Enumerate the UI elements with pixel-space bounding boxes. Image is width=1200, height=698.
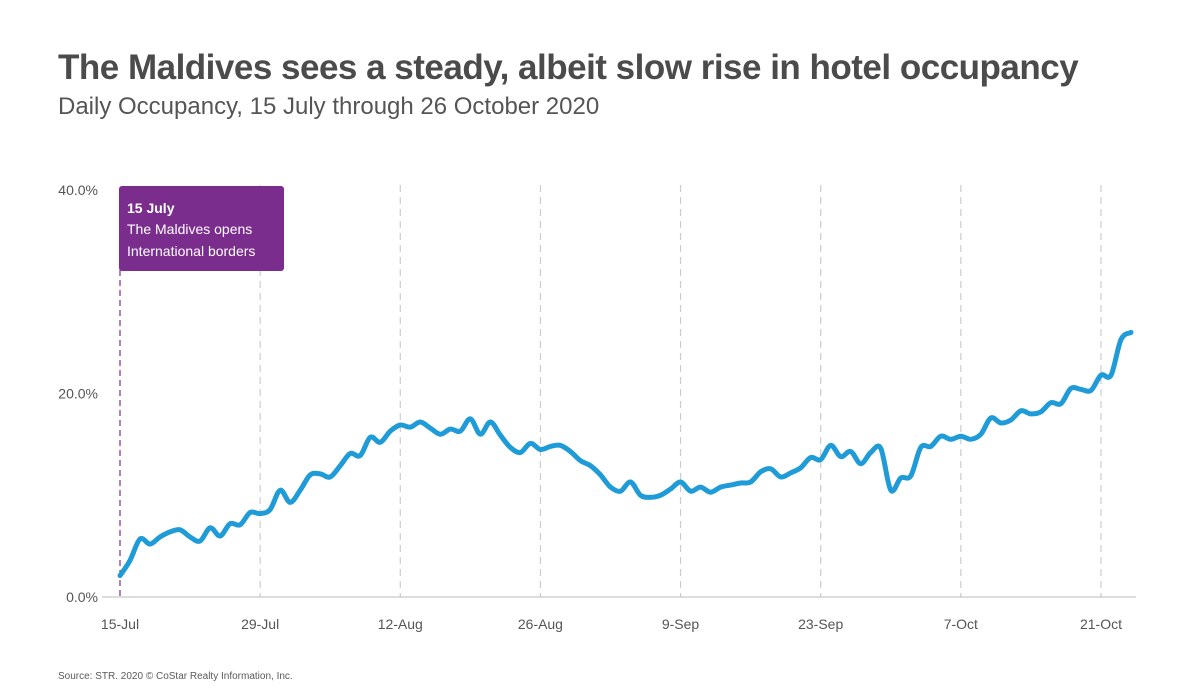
annotation-line-3: International borders <box>127 243 255 259</box>
x-tick-label: 29-Jul <box>241 616 279 632</box>
y-tick-label: 40.0% <box>58 182 98 198</box>
annotation-line-2: The Maldives opens <box>127 221 252 237</box>
source-note: Source: STR. 2020 © CoStar Realty Inform… <box>58 671 293 682</box>
x-tick-label: 9-Sep <box>662 616 700 632</box>
annotation-date: 15 July <box>127 200 175 216</box>
x-tick-label: 26-Aug <box>518 616 563 632</box>
y-tick-label: 20.0% <box>58 386 98 402</box>
x-tick-label: 23-Sep <box>798 616 843 632</box>
x-tick-label: 21-Oct <box>1080 616 1122 632</box>
annotation-box <box>119 186 284 271</box>
axis-layer: 15-Jul 29-Jul 12-Aug 26-Aug 9-Sep 23-Sep 7-Oct… <box>58 182 1136 632</box>
series-layer <box>117 329 1134 579</box>
annotation-layer: 15 July The Maldives opens International b… <box>119 186 284 597</box>
x-tick-label: 12-Aug <box>378 616 423 632</box>
grid-layer <box>259 185 1102 597</box>
chart-title: The Maldives sees a steady, albeit slow … <box>58 48 1079 87</box>
x-tick-label: 7-Oct <box>944 616 978 632</box>
chart-subtitle: Daily Occupancy, 15 July through 26 Octo… <box>58 93 600 120</box>
series-line-occupancy <box>117 329 1134 579</box>
x-tick-label: 15-Jul <box>101 616 139 632</box>
y-tick-label: 0.0% <box>66 589 98 605</box>
